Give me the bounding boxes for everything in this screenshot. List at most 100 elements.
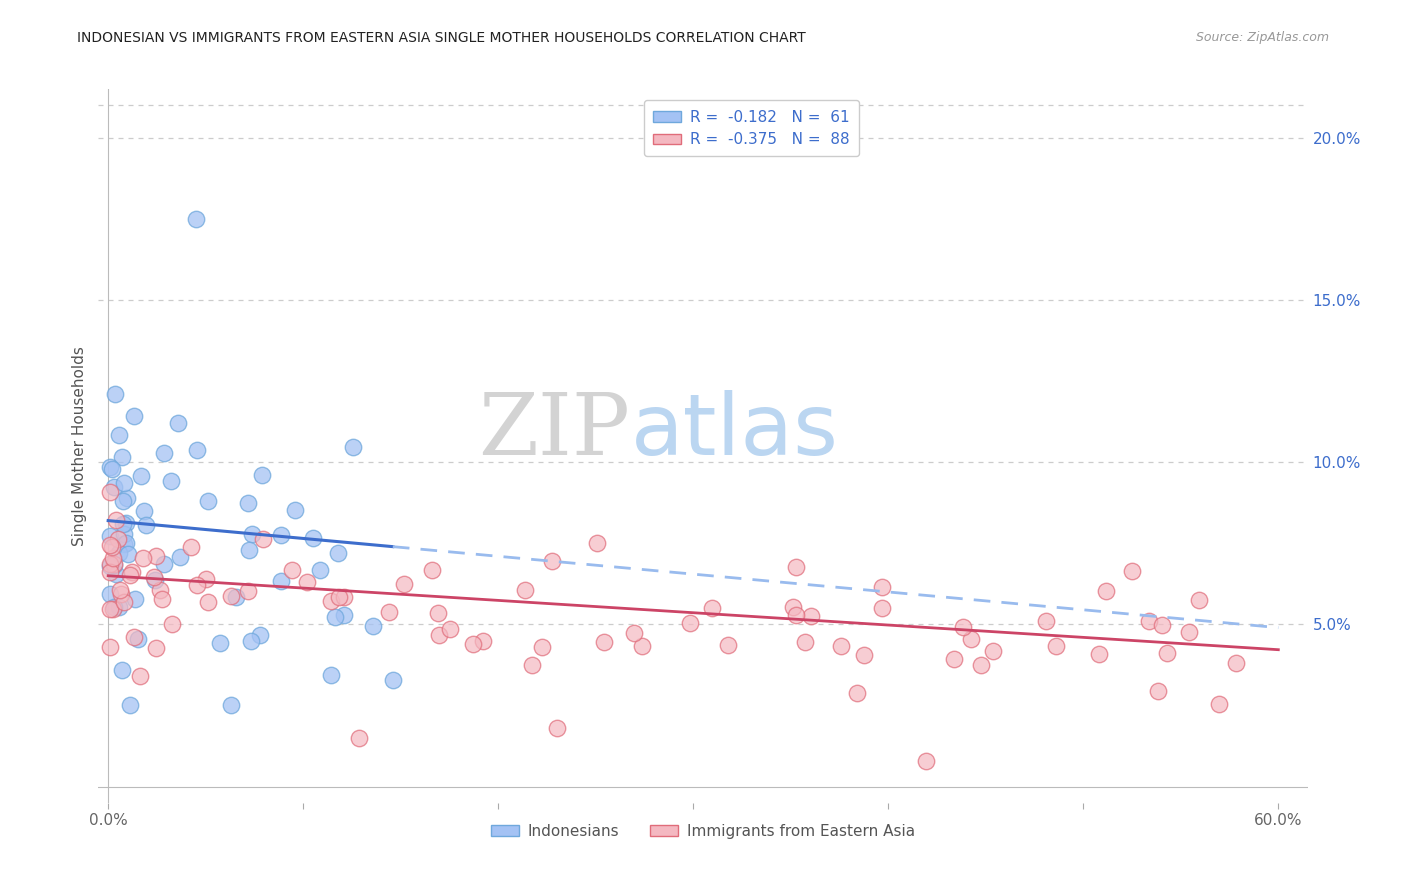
Point — [197, 595, 219, 609]
Point — [159, 475, 181, 489]
Point — [208, 636, 231, 650]
Point — [112, 476, 135, 491]
Point — [111, 516, 134, 531]
Point — [631, 639, 654, 653]
Point — [785, 608, 807, 623]
Point — [118, 567, 141, 582]
Point — [377, 605, 399, 619]
Point — [238, 496, 260, 510]
Point — [515, 582, 537, 597]
Point — [461, 637, 484, 651]
Point — [143, 574, 166, 588]
Point — [249, 628, 271, 642]
Point — [426, 606, 449, 620]
Point — [180, 540, 202, 554]
Point — [800, 609, 823, 624]
Point — [103, 480, 125, 494]
Point — [112, 527, 135, 541]
Point — [361, 619, 384, 633]
Point — [169, 550, 191, 565]
Point — [347, 731, 370, 745]
Point — [782, 599, 804, 614]
Point — [439, 622, 461, 636]
Point — [132, 504, 155, 518]
Point — [328, 590, 350, 604]
Point — [104, 386, 127, 401]
Point — [145, 640, 167, 655]
Point — [145, 549, 167, 563]
Point — [184, 211, 207, 226]
Point — [107, 532, 129, 546]
Point — [852, 648, 875, 662]
Point — [108, 427, 131, 442]
Point — [1225, 657, 1247, 671]
Point — [960, 632, 983, 646]
Point — [1188, 593, 1211, 607]
Point — [127, 632, 149, 646]
Point — [98, 538, 121, 552]
Point — [1156, 646, 1178, 660]
Point — [129, 468, 152, 483]
Point — [219, 698, 242, 713]
Point — [129, 668, 152, 682]
Point — [186, 443, 208, 458]
Y-axis label: Single Mother Households: Single Mother Households — [72, 346, 87, 546]
Point — [98, 566, 121, 580]
Point — [238, 543, 260, 558]
Point — [592, 635, 614, 649]
Point — [870, 580, 893, 594]
Point — [845, 686, 868, 700]
Point — [114, 594, 136, 608]
Legend: Indonesians, Immigrants from Eastern Asia: Indonesians, Immigrants from Eastern Asi… — [485, 818, 921, 845]
Text: INDONESIAN VS IMMIGRANTS FROM EASTERN ASIA SINGLE MOTHER HOUSEHOLDS CORRELATION : INDONESIAN VS IMMIGRANTS FROM EASTERN AS… — [77, 31, 806, 45]
Point — [252, 532, 274, 546]
Point — [541, 554, 564, 568]
Point — [98, 640, 121, 655]
Point — [143, 570, 166, 584]
Point — [197, 493, 219, 508]
Point — [115, 516, 138, 531]
Point — [392, 576, 415, 591]
Point — [717, 638, 740, 652]
Point — [943, 652, 966, 666]
Point — [1137, 614, 1160, 628]
Point — [108, 583, 131, 598]
Point — [111, 450, 134, 465]
Point — [323, 609, 346, 624]
Point — [1095, 584, 1118, 599]
Point — [105, 513, 128, 527]
Point — [240, 633, 263, 648]
Point — [1121, 564, 1143, 578]
Point — [319, 594, 342, 608]
Point — [970, 658, 993, 673]
Point — [531, 640, 554, 655]
Point — [115, 491, 138, 506]
Point — [160, 617, 183, 632]
Point — [98, 558, 121, 573]
Point — [1178, 624, 1201, 639]
Point — [785, 560, 807, 574]
Point — [121, 565, 143, 579]
Point — [108, 546, 131, 560]
Point — [381, 673, 404, 688]
Point — [309, 563, 332, 577]
Point — [101, 540, 124, 554]
Point — [1045, 640, 1067, 654]
Point — [124, 630, 146, 644]
Point — [98, 602, 121, 616]
Point — [793, 635, 815, 649]
Point — [105, 567, 128, 582]
Point — [111, 663, 134, 677]
Point — [420, 564, 443, 578]
Point — [135, 518, 157, 533]
Point — [194, 572, 217, 586]
Point — [1088, 647, 1111, 661]
Point — [342, 440, 364, 454]
Point — [98, 587, 121, 601]
Point — [522, 658, 544, 673]
Point — [321, 668, 343, 682]
Point — [915, 754, 938, 768]
Point — [1208, 697, 1230, 711]
Point — [679, 616, 702, 631]
Point — [472, 633, 495, 648]
